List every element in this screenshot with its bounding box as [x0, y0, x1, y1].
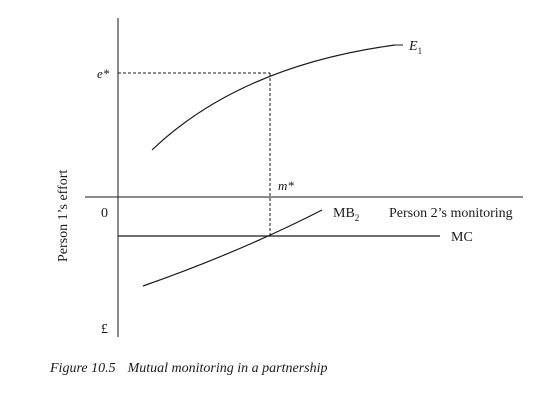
effort-curve-e1 [151, 44, 396, 151]
y-axis-label: Person 1’s effort [56, 170, 71, 262]
figure-number: Figure 10.5 [50, 361, 116, 376]
mb2-curve [142, 209, 323, 287]
figure-caption: Figure 10.5 Mutual monitoring in a partne… [50, 361, 328, 377]
e-star-label: e* [97, 66, 110, 81]
mc-label: MC [451, 230, 473, 245]
pound-label: £ [101, 322, 108, 337]
origin-label: 0 [101, 206, 108, 221]
mb2-label: MB2 [333, 206, 359, 223]
m-star-label: m* [278, 178, 294, 193]
figure-title: Mutual monitoring in a partnership [127, 361, 328, 376]
x-axis-label: Person 2’s monitoring [389, 206, 513, 221]
e1-label: E1 [408, 39, 422, 56]
